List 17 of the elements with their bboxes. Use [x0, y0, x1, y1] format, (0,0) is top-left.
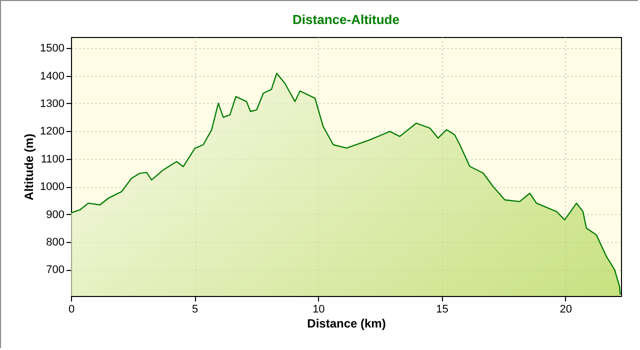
y-tick-label: 1500	[40, 42, 64, 55]
y-tick-label: 900	[46, 208, 64, 221]
y-tick-label: 1300	[40, 98, 64, 110]
y-tick-label: 1400	[40, 70, 64, 82]
x-axis-title: Distance (km)	[307, 316, 386, 330]
x-tick-label: 15	[436, 304, 448, 316]
y-tick-label: 1100	[40, 153, 64, 166]
x-tick-label: 10	[312, 304, 325, 316]
x-tick-label: 0	[68, 304, 75, 316]
x-tick-label: 20	[560, 304, 572, 316]
y-tick-label: 1200	[40, 126, 64, 138]
chart-title: Distance-Altitude	[292, 12, 400, 27]
y-axis-title: Altitude (m)	[22, 134, 36, 200]
y-tick-label: 1000	[40, 181, 64, 194]
x-tick-label: 5	[192, 304, 198, 316]
y-tick-label: 700	[46, 264, 64, 276]
y-tick-label: 800	[46, 236, 64, 248]
